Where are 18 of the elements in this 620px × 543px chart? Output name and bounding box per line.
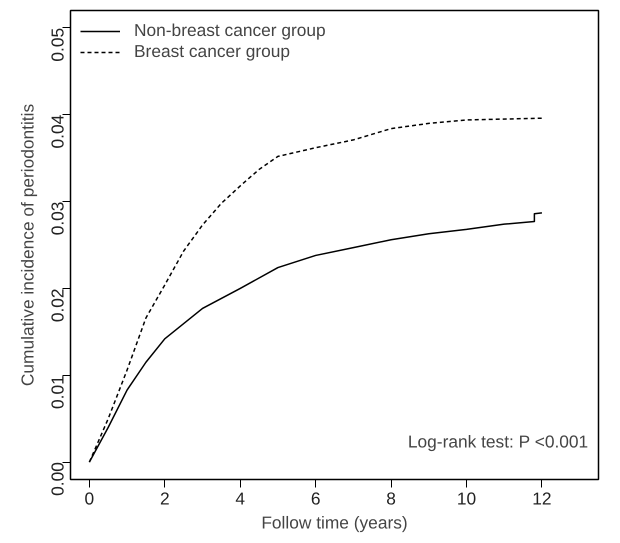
x-axis-title: Follow time (years)	[261, 512, 408, 532]
x-tick-label: 4	[235, 488, 246, 508]
y-tick-label: 0.02	[48, 288, 68, 322]
x-tick-label: 8	[386, 488, 396, 508]
annotation: Log-rank test: P <0.001	[408, 432, 588, 452]
y-tick-label: 0.03	[48, 202, 68, 236]
legend-label: Breast cancer group	[134, 41, 290, 62]
x-tick-label: 6	[310, 488, 320, 508]
x-tick-label: 0	[84, 488, 94, 508]
y-tick-label: 0.04	[48, 114, 68, 148]
y-tick-label: 0.05	[48, 28, 68, 62]
y-tick-label: 0.00	[48, 462, 68, 496]
x-tick-label: 12	[532, 488, 552, 508]
y-axis-title: Cumulative incidence of periodontitis	[18, 104, 38, 386]
x-tick-label: 10	[456, 488, 476, 508]
legend-label: Non-breast cancer group	[134, 20, 326, 41]
y-tick-label: 0.01	[48, 375, 68, 410]
x-tick-label: 2	[160, 488, 170, 508]
